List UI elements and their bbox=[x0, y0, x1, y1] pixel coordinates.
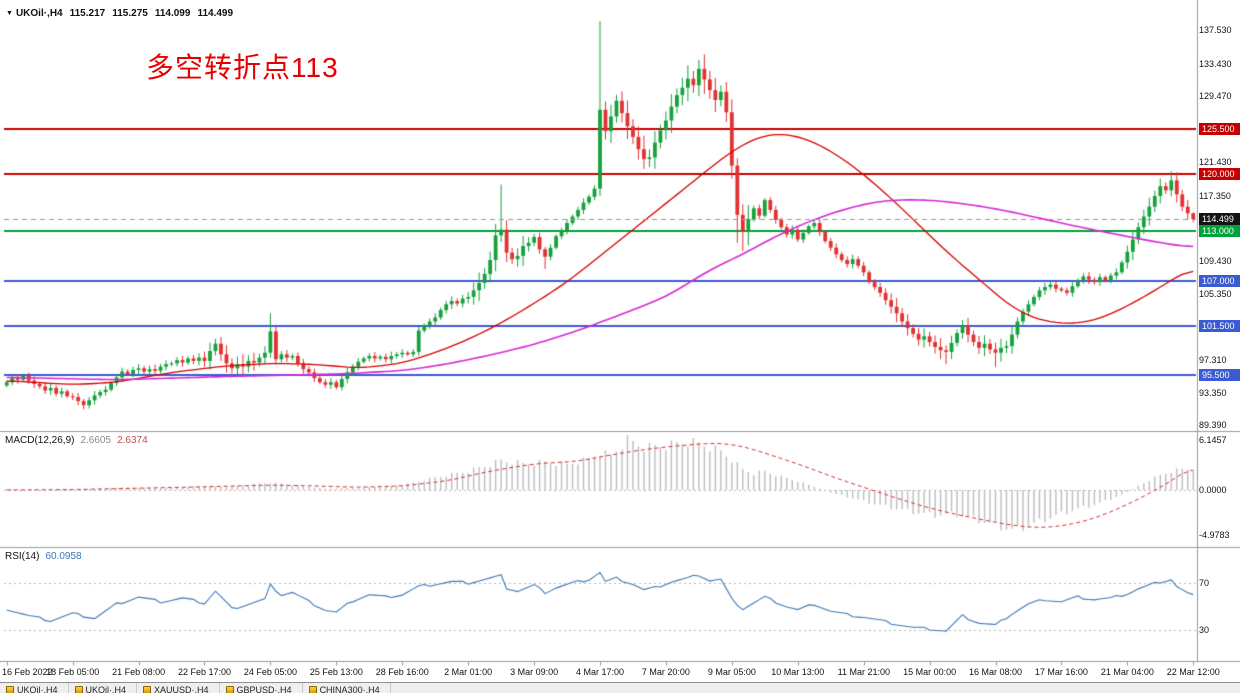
time-axis-label: 16 Mar 08:00 bbox=[969, 667, 1023, 677]
macd-axis-label: -4.9783 bbox=[1199, 529, 1230, 540]
macd-axis-label: 0.0000 bbox=[1199, 485, 1227, 495]
macd-label: MACD(12,26,9) 2.6605 2.6374 bbox=[5, 435, 154, 446]
price-axis-label: 137.530 bbox=[1199, 25, 1232, 35]
chart-tabs-bar: UKOil·,H4 UKOil·,H4 XAUUSD·,H4 GBPUSD·,H4 CH… bbox=[0, 682, 1240, 693]
annotation-text: 多空转折点113 bbox=[146, 52, 339, 83]
ohlc-open: 115.217 bbox=[69, 8, 106, 19]
ohlc-high: 115.275 bbox=[112, 8, 148, 19]
time-axis-label: 15 Mar 00:00 bbox=[903, 667, 957, 677]
instrument-tab-icon bbox=[143, 685, 152, 693]
price-level-badge: 101.500 bbox=[1199, 319, 1240, 332]
bottom-tab[interactable]: UKOil·,H4 bbox=[0, 683, 69, 693]
price-level-badge: 120.000 bbox=[1199, 167, 1240, 180]
time-axis-label: 2 Mar 01:00 bbox=[444, 667, 493, 677]
price-level-badge: 107.000 bbox=[1199, 274, 1240, 287]
price-level-badge: 113.000 bbox=[1199, 225, 1240, 238]
rsi-value: 60.0958 bbox=[45, 551, 82, 562]
instrument-tab-icon bbox=[6, 685, 14, 693]
price-level-badge: 114.499 bbox=[1199, 212, 1240, 225]
price-axis-label: 89.390 bbox=[1199, 420, 1227, 430]
tab-label: GBPUSD·,H4 bbox=[236, 684, 292, 693]
tab-label: UKOil·,H4 bbox=[17, 684, 58, 693]
time-axis-label: 21 Feb 08:00 bbox=[112, 667, 166, 677]
time-axis-label: 24 Feb 05:00 bbox=[243, 667, 297, 677]
symbol-period-label: UKOil·,H4 bbox=[15, 8, 63, 19]
tab-label: XAUUSD·,H4 bbox=[154, 684, 209, 693]
bottom-tab[interactable]: CHINA300·,H4 bbox=[303, 683, 391, 693]
price-axis: 137.530 133.430 129.470 121.430 117.350 109.4… bbox=[1199, 0, 1240, 682]
price-axis-label: 129.470 bbox=[1199, 91, 1232, 102]
time-axis-label: 18 Feb 05:00 bbox=[46, 667, 100, 677]
price-axis-label: 121.430 bbox=[1199, 157, 1232, 168]
tab-label: CHINA300·,H4 bbox=[319, 684, 380, 693]
time-axis: 16 Feb 2022 18 Feb 05:00 21 Feb 08:00 22 Fe… bbox=[0, 662, 1240, 682]
macd-name: MACD(12,26,9) bbox=[5, 435, 75, 446]
price-axis-label: 133.430 bbox=[1199, 58, 1232, 69]
price-axis-label: 117.350 bbox=[1199, 190, 1231, 201]
time-axis-label: 22 Mar 12:00 bbox=[1166, 667, 1220, 677]
time-axis-label: 10 Mar 13:00 bbox=[771, 667, 825, 677]
rsi-axis-label: 70 bbox=[1199, 578, 1210, 588]
time-axis-label: 16 Feb 2022 bbox=[2, 667, 53, 677]
bottom-tab[interactable]: UKOil·,H4 bbox=[69, 683, 138, 693]
price-level-badge: 95.500 bbox=[1199, 368, 1240, 381]
time-axis-label: 3 Mar 09:00 bbox=[510, 667, 559, 677]
time-axis-label: 7 Mar 20:00 bbox=[641, 667, 690, 677]
symbol-info: ▼ UKOil·,H4 115.217 115.275 114.099 114.499 bbox=[6, 8, 240, 19]
time-axis-label: 25 Feb 13:00 bbox=[309, 667, 363, 677]
bottom-tab[interactable]: XAUUSD·,H4 bbox=[137, 683, 220, 693]
price-axis-label: 109.430 bbox=[1199, 255, 1232, 266]
tab-label: UKOil·,H4 bbox=[85, 684, 127, 693]
chevron-down-icon[interactable]: ▼ bbox=[6, 10, 13, 17]
time-axis-label: 4 Mar 17:00 bbox=[576, 667, 625, 677]
instrument-tab-icon bbox=[225, 685, 234, 693]
rsi-axis-label: 30 bbox=[1199, 625, 1210, 635]
bottom-tab[interactable]: GBPUSD·,H4 bbox=[220, 683, 303, 693]
macd-axis-label: 6.1457 bbox=[1199, 435, 1227, 445]
price-axis-label: 105.350 bbox=[1199, 289, 1232, 300]
instrument-tab-icon bbox=[74, 685, 83, 693]
rsi-name: RSI(14) bbox=[5, 551, 40, 562]
macd-signal-value: 2.6374 bbox=[117, 435, 148, 446]
ohlc-low: 114.099 bbox=[154, 8, 191, 19]
price-axis-label: 97.310 bbox=[1199, 355, 1227, 366]
time-axis-label: 9 Mar 05:00 bbox=[707, 667, 756, 677]
ohlc-close: 114.499 bbox=[197, 8, 234, 19]
rsi-label: RSI(14) 60.0958 bbox=[5, 551, 88, 562]
time-axis-label: 22 Feb 17:00 bbox=[177, 667, 232, 677]
time-axis-label: 21 Mar 04:00 bbox=[1100, 667, 1154, 677]
time-axis-label: 28 Feb 16:00 bbox=[375, 667, 429, 677]
time-axis-label: 17 Mar 16:00 bbox=[1034, 667, 1088, 677]
instrument-tab-icon bbox=[308, 685, 317, 693]
price-axis-label: 93.350 bbox=[1199, 387, 1227, 398]
price-level-badge: 125.500 bbox=[1199, 122, 1240, 135]
macd-main-value: 2.6605 bbox=[80, 435, 112, 446]
time-axis-label: 11 Mar 21:00 bbox=[837, 667, 891, 677]
